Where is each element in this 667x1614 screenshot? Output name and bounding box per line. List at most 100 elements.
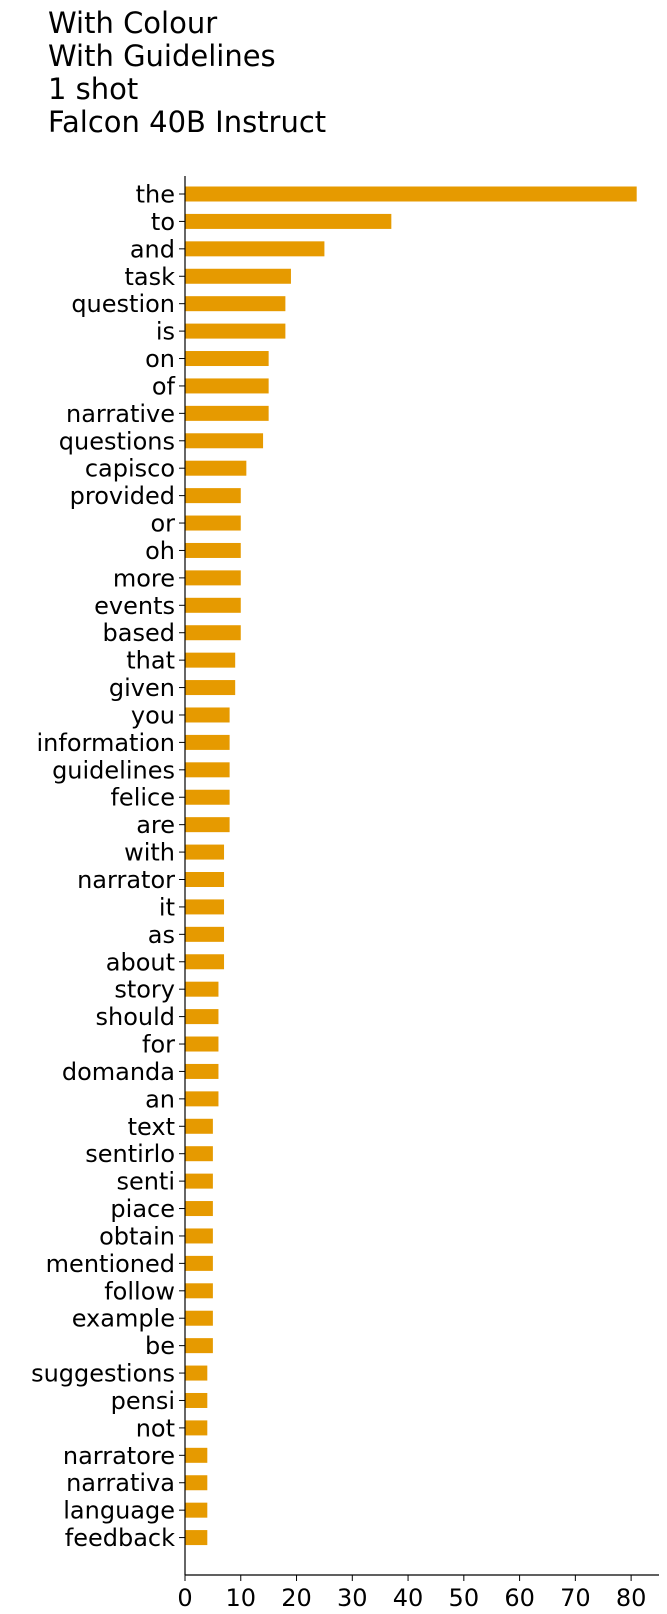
bar-information [185, 734, 230, 750]
y-label-suggestions: suggestions [31, 1360, 175, 1388]
bar-an [185, 1091, 219, 1107]
y-label-domanda: domanda [62, 1058, 175, 1086]
y-label-as: as [148, 921, 175, 949]
y-label-provided: provided [70, 482, 175, 510]
y-axis-labels: thetoandtaskquestionisonofnarrativequest… [31, 181, 175, 1553]
bar-to [185, 213, 392, 229]
bar-not [185, 1420, 208, 1436]
bar-with [185, 844, 225, 860]
y-label-pensi: pensi [111, 1387, 175, 1415]
x-tick-label-20: 20 [281, 1584, 312, 1612]
x-tick-label-10: 10 [225, 1584, 256, 1612]
bar-narratore [185, 1447, 208, 1463]
y-label-given: given [109, 674, 175, 702]
bar-felice [185, 789, 230, 805]
y-label-narrativa: narrativa [66, 1469, 175, 1497]
bar-question [185, 296, 286, 312]
y-label-or: or [150, 510, 175, 538]
bar-should [185, 1009, 219, 1025]
y-label-senti: senti [116, 1168, 175, 1196]
y-label-about: about [106, 948, 175, 976]
y-label-information: information [36, 729, 175, 757]
bars [185, 186, 637, 1546]
y-label-and: and [130, 235, 175, 263]
bar-piace [185, 1201, 213, 1217]
bar-given [185, 680, 236, 696]
bar-you [185, 707, 230, 723]
title-line-2: With Guidelines [48, 39, 276, 73]
axes: 0 10 20 30 40 50 60 70 80 [177, 176, 659, 1612]
bar-pensi [185, 1392, 208, 1408]
bar-follow [185, 1283, 213, 1299]
bar-suggestions [185, 1365, 208, 1381]
y-label-more: more [113, 564, 175, 592]
bar-narrator [185, 872, 225, 887]
y-label-obtain: obtain [99, 1222, 175, 1250]
bar-more [185, 570, 241, 586]
y-label-task: task [124, 263, 175, 291]
y-label-it: it [159, 893, 175, 921]
y-label-question: question [71, 290, 175, 318]
x-tick-label-40: 40 [393, 1584, 424, 1612]
bar-sentirlo [185, 1146, 213, 1162]
y-label-should: should [95, 1003, 175, 1031]
bar-it [185, 899, 225, 915]
y-label-guidelines: guidelines [52, 756, 175, 784]
bar-mentioned [185, 1255, 213, 1271]
bar-that [185, 652, 236, 668]
y-label-for: for [142, 1031, 175, 1059]
y-label-story: story [114, 976, 175, 1004]
y-label-mentioned: mentioned [46, 1250, 175, 1278]
y-label-you: you [131, 701, 175, 729]
title-line-1: With Colour [48, 6, 217, 40]
y-label-piace: piace [110, 1195, 175, 1223]
y-label-example: example [72, 1305, 175, 1333]
y-label-based: based [103, 619, 175, 647]
y-label-be: be [145, 1332, 175, 1360]
y-label-text: text [128, 1113, 175, 1141]
y-label-events: events [94, 592, 175, 620]
y-label-narratore: narratore [63, 1442, 175, 1470]
bar-domanda [185, 1063, 219, 1079]
y-label-feedback: feedback [65, 1524, 175, 1552]
bar-of [185, 378, 269, 394]
bar-text [185, 1118, 213, 1134]
bar-feedback [185, 1530, 208, 1546]
bar-narrative [185, 405, 269, 421]
bar-as [185, 926, 225, 942]
chart-title: With Colour With Guidelines 1 shot Falco… [48, 6, 326, 139]
bar-about [185, 954, 225, 970]
title-line-4: Falcon 40B Instruct [48, 105, 326, 139]
bar-the [185, 186, 637, 202]
x-tick-label-0: 0 [177, 1584, 192, 1612]
bar-narrativa [185, 1475, 208, 1491]
x-tick-label-60: 60 [504, 1584, 535, 1612]
y-label-language: language [63, 1497, 175, 1525]
title-line-3: 1 shot [48, 72, 138, 106]
y-label-oh: oh [145, 537, 175, 565]
bar-for [185, 1036, 219, 1052]
x-tick-label-80: 80 [616, 1584, 647, 1612]
bar-senti [185, 1173, 213, 1189]
y-label-to: to [151, 208, 175, 236]
bar-based [185, 625, 241, 641]
x-tick-label-70: 70 [560, 1584, 591, 1612]
bar-task [185, 268, 291, 284]
bar-are [185, 817, 230, 833]
bar-events [185, 597, 241, 613]
bar-or [185, 515, 241, 531]
y-label-of: of [152, 372, 176, 400]
y-label-are: are [136, 811, 175, 839]
bar-language [185, 1502, 208, 1518]
bar-story [185, 981, 219, 997]
bar-is [185, 323, 286, 339]
bar-example [185, 1310, 213, 1326]
y-label-capisco: capisco [85, 455, 175, 483]
bar-obtain [185, 1228, 213, 1244]
bar-on [185, 351, 269, 367]
y-label-on: on [145, 345, 175, 373]
y-label-questions: questions [59, 427, 175, 455]
y-label-felice: felice [110, 784, 175, 812]
y-label-not: not [136, 1414, 175, 1442]
